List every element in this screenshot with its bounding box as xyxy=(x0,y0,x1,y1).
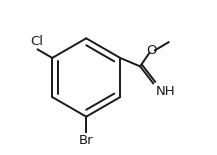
Text: Br: Br xyxy=(79,134,94,147)
Text: O: O xyxy=(146,44,157,57)
Text: Cl: Cl xyxy=(30,35,43,48)
Text: NH: NH xyxy=(156,85,176,98)
